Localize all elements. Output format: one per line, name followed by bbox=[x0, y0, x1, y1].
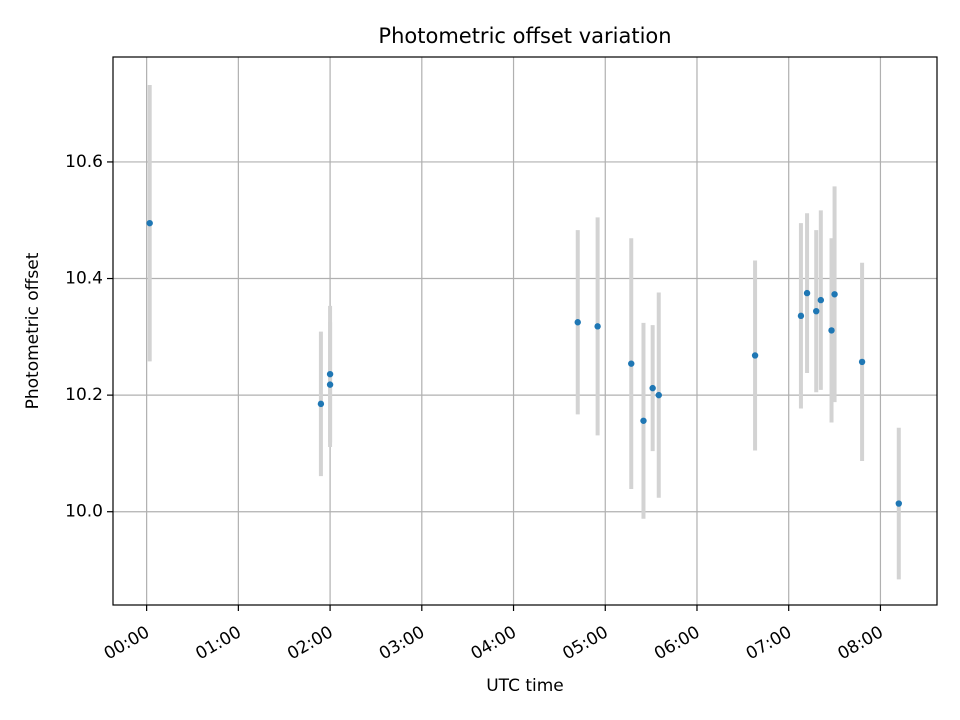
data-point bbox=[831, 291, 838, 298]
data-point bbox=[317, 400, 325, 408]
data-point bbox=[895, 500, 902, 507]
chart-title: Photometric offset variation bbox=[378, 24, 671, 48]
x-axis-label: UTC time bbox=[486, 676, 564, 696]
y-axis-label: Photometric offset bbox=[23, 252, 43, 409]
plot-frame bbox=[112, 56, 938, 606]
y-tick-label: 10.2 bbox=[65, 385, 103, 405]
data-point bbox=[858, 358, 866, 366]
y-tick-label: 10.0 bbox=[65, 502, 103, 522]
data-point bbox=[797, 312, 805, 320]
data-point bbox=[640, 417, 647, 424]
data-point bbox=[803, 289, 811, 297]
data-points bbox=[146, 219, 902, 507]
y-axis-ticks: 10.0 10.2 10.4 10.6 bbox=[65, 152, 113, 522]
data-point bbox=[813, 307, 820, 315]
data-point bbox=[594, 323, 601, 330]
data-point bbox=[146, 219, 153, 227]
data-point bbox=[817, 296, 825, 304]
data-point bbox=[649, 384, 656, 392]
data-point bbox=[628, 360, 635, 367]
data-point bbox=[326, 370, 334, 378]
data-point bbox=[751, 352, 759, 359]
data-point bbox=[828, 327, 835, 334]
data-point bbox=[655, 391, 662, 399]
data-point bbox=[326, 381, 334, 388]
y-tick-label: 10.4 bbox=[65, 269, 103, 289]
data-point bbox=[574, 319, 581, 326]
y-tick-label: 10.6 bbox=[65, 152, 103, 172]
